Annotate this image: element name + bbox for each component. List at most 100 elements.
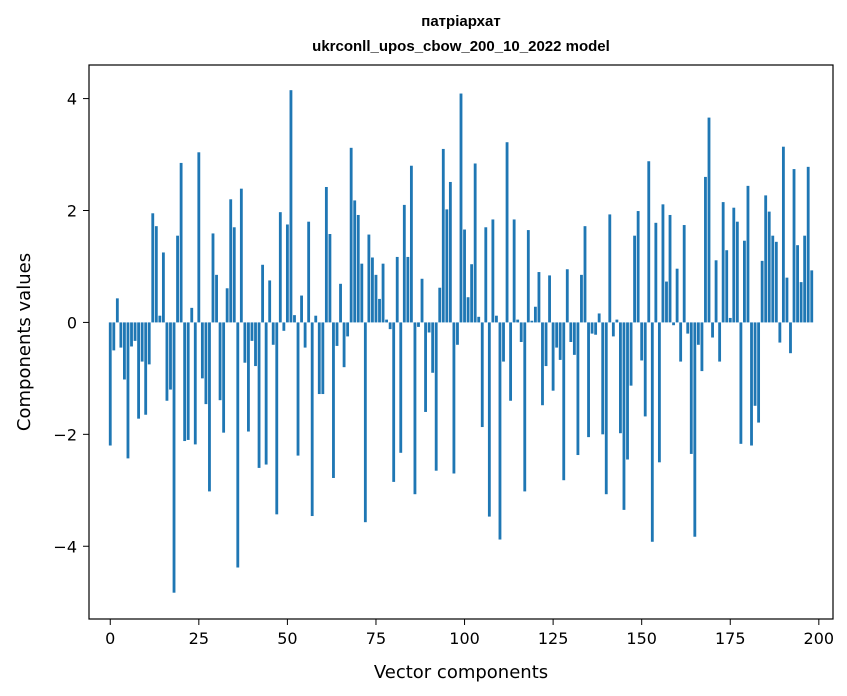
bar-75 — [374, 274, 378, 323]
bar-164 — [689, 322, 693, 454]
chart-subtitle: ukrconll_upos_cbow_200_10_2022 model — [312, 38, 610, 55]
bar-82 — [399, 322, 403, 453]
bar-7 — [133, 322, 137, 341]
bar-184 — [760, 260, 764, 323]
bar-177 — [735, 221, 739, 323]
bar-134 — [583, 226, 587, 323]
bar-121 — [537, 272, 541, 323]
bar-148 — [633, 235, 637, 323]
bar-65 — [339, 283, 342, 323]
bar-42 — [257, 322, 261, 468]
bar-26 — [200, 322, 204, 379]
bar-111 — [502, 322, 505, 362]
bar-105 — [480, 322, 484, 428]
bar-2 — [115, 298, 119, 323]
bar-167 — [700, 322, 704, 372]
bar-101 — [466, 297, 470, 323]
bar-88 — [420, 278, 424, 323]
bar-38 — [243, 322, 247, 363]
bar-155 — [657, 322, 661, 463]
bar-21 — [183, 322, 187, 442]
bar-120 — [533, 306, 537, 323]
bar-142 — [611, 322, 615, 337]
bar-54 — [300, 295, 303, 323]
bar-188 — [774, 241, 778, 323]
bar-25 — [197, 152, 201, 323]
bar-147 — [629, 322, 633, 386]
plot-frame — [88, 64, 834, 620]
bar-18 — [172, 322, 176, 593]
bar-114 — [512, 219, 516, 323]
bar-178 — [739, 322, 743, 444]
bar-41 — [254, 322, 257, 367]
bar-139 — [601, 322, 605, 435]
bar-118 — [526, 230, 530, 323]
bar-190 — [781, 146, 785, 323]
bar-12 — [151, 213, 155, 323]
bar-1 — [112, 322, 116, 351]
bar-192 — [789, 322, 792, 354]
bar-71 — [360, 263, 364, 323]
bar-110 — [498, 322, 502, 540]
bar-161 — [679, 322, 683, 362]
bar-23 — [190, 307, 194, 323]
y-axis-ticks: −4 −2 0 2 4 — [53, 90, 89, 556]
bar-30 — [215, 274, 218, 323]
y-tick-label: −2 — [53, 425, 77, 444]
bar-152 — [647, 161, 651, 323]
bar-125 — [551, 322, 555, 391]
bar-104 — [477, 316, 481, 323]
bar-66 — [342, 322, 346, 368]
bar-33 — [225, 288, 229, 323]
bar-179 — [743, 240, 746, 323]
bar-70 — [356, 214, 360, 323]
bar-95 — [445, 209, 449, 323]
bar-92 — [434, 322, 438, 471]
bar-156 — [661, 204, 665, 323]
bar-194 — [796, 245, 799, 323]
bar-132 — [576, 322, 580, 456]
bar-14 — [158, 315, 162, 323]
bar-81 — [395, 256, 399, 323]
bar-141 — [608, 214, 612, 323]
bar-129 — [565, 269, 569, 323]
bar-48 — [278, 212, 282, 323]
bar-135 — [587, 322, 590, 438]
bar-16 — [165, 322, 169, 401]
bar-131 — [572, 322, 576, 355]
bar-13 — [154, 226, 158, 323]
bar-22 — [186, 322, 190, 440]
y-tick-label: 0 — [67, 313, 77, 332]
bar-96 — [448, 181, 452, 323]
bar-69 — [353, 200, 357, 323]
bar-97 — [452, 322, 456, 474]
bar-153 — [650, 322, 654, 542]
bar-40 — [250, 322, 254, 341]
bar-149 — [636, 211, 640, 323]
bar-158 — [668, 214, 672, 323]
bar-8 — [137, 322, 141, 419]
bar-35 — [232, 227, 236, 323]
bar-94 — [441, 148, 445, 323]
bar-154 — [654, 222, 658, 323]
bar-159 — [672, 322, 675, 326]
bar-53 — [296, 322, 300, 456]
bar-60 — [321, 322, 325, 395]
x-tick-label: 0 — [105, 629, 115, 648]
bars-group — [108, 90, 814, 593]
bar-174 — [725, 250, 729, 323]
bar-80 — [392, 322, 396, 482]
bar-45 — [268, 280, 272, 323]
bar-36 — [236, 322, 240, 568]
bar-181 — [750, 322, 753, 446]
bar-191 — [785, 277, 789, 323]
bar-183 — [757, 322, 761, 423]
bar-163 — [686, 322, 690, 334]
bar-117 — [523, 322, 527, 492]
bar-79 — [388, 322, 392, 330]
bar-93 — [438, 287, 442, 323]
bar-5 — [126, 322, 130, 459]
y-tick-label: −4 — [53, 537, 77, 556]
bar-127 — [558, 322, 562, 360]
